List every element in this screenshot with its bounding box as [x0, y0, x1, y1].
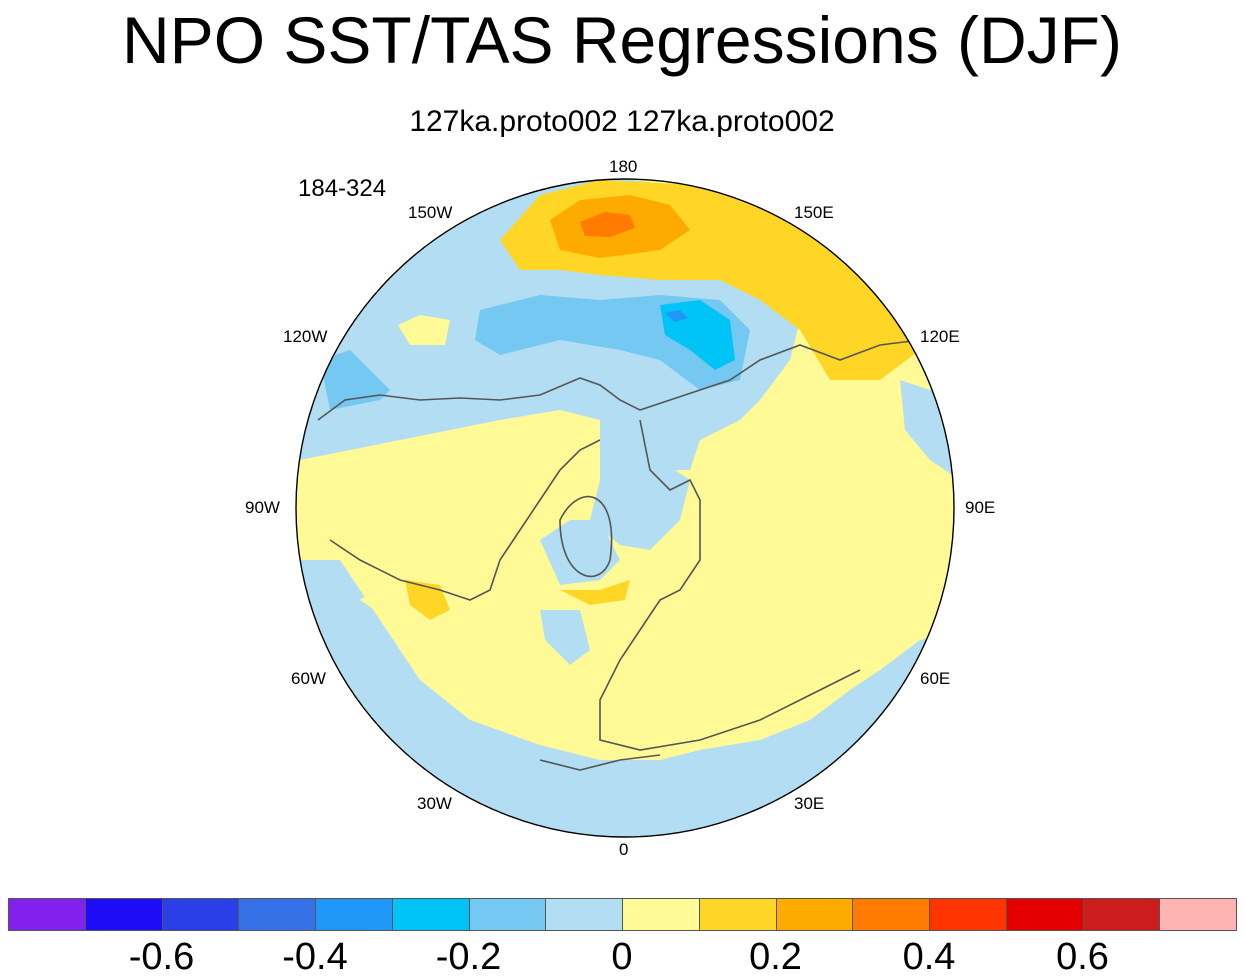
lon-label-90e: 90E: [965, 498, 996, 517]
lon-label-0: 0: [619, 840, 629, 859]
globe-outline: [295, 178, 955, 838]
colorbar-box: [929, 898, 1007, 931]
lon-label-150w: 150W: [408, 203, 453, 222]
colorbar-box: [698, 898, 777, 931]
plot-subtitle: 127ka.proto002 127ka.proto002: [409, 105, 835, 138]
field-atlantic-lightblue: [296, 560, 954, 837]
plot-title: NPO SST/TAS Regressions (DJF): [122, 3, 1122, 77]
lon-label-150e: 150E: [794, 203, 834, 222]
colorbar-tick-label: -0.4: [282, 936, 348, 978]
colorbar-tick-label: -0.2: [435, 936, 502, 978]
lon-label-60w: 60W: [291, 669, 326, 688]
lon-label-120w: 120W: [283, 327, 328, 346]
colorbar-box: [468, 898, 547, 931]
field-barents-orange: [560, 580, 630, 605]
lon-label-120e: 120E: [920, 327, 960, 346]
colorbar-box: [391, 898, 470, 931]
lon-label-30w: 30W: [417, 794, 452, 813]
colorbar: [8, 898, 1237, 931]
colorbar-tick-label: 0: [611, 936, 633, 978]
colorbar-box: [545, 898, 623, 931]
colorbar-tick-label: 0.2: [749, 936, 802, 978]
colorbar-tick-label: 0.4: [902, 936, 956, 978]
colorbar-box: [1159, 898, 1237, 931]
years-label: 184-324: [298, 175, 387, 202]
coastlines: [317, 339, 921, 771]
colorbar-box: [315, 898, 393, 931]
colorbar-tick-label: 0.6: [1056, 936, 1109, 978]
field-alaska-blue: [320, 350, 390, 410]
field-atlantic-yellow: [360, 560, 790, 745]
colorbar-box: [1005, 898, 1084, 931]
field-arctic-ocean-lightblue: [590, 420, 690, 550]
colorbar-box: [852, 898, 930, 931]
colorbar-box: [622, 898, 700, 931]
colorbar-box: [161, 898, 240, 931]
colorbar-box: [1082, 898, 1161, 931]
colorbar-box: [238, 898, 316, 931]
colorbar-box: [775, 898, 854, 931]
colorbar-box: [84, 898, 163, 931]
colorbar-tick-label: -0.6: [128, 936, 195, 978]
lon-label-180: 180: [609, 157, 638, 176]
lon-label-60e: 60E: [920, 669, 951, 688]
field-arctic-lightblue: [540, 520, 620, 585]
colorbar-box: [8, 898, 86, 931]
field-nepac-yellow: [398, 315, 450, 345]
field-norwegian-lightblue: [540, 610, 590, 665]
lon-label-90w: 90W: [245, 498, 280, 517]
field-okhotsk-blue: [665, 310, 688, 322]
field-npac-darkorange: [580, 212, 635, 237]
lon-label-30e: 30E: [794, 794, 825, 813]
